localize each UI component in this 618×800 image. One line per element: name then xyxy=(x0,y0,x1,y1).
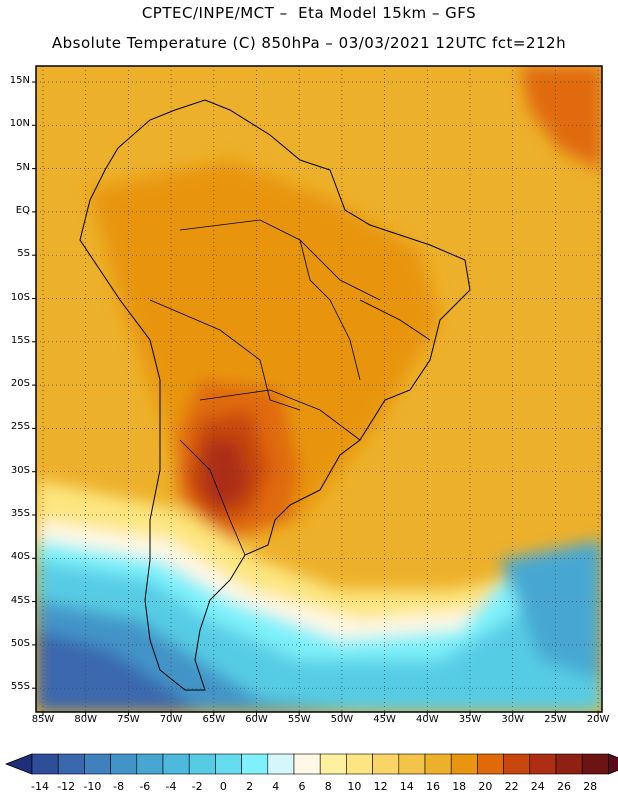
colorbar-swatch xyxy=(57,753,85,775)
lat-label: 55S xyxy=(10,681,30,693)
field-atlantic-warm xyxy=(520,66,602,170)
lon-label: 20W xyxy=(586,714,610,725)
lon-label: 30W xyxy=(501,714,524,725)
colorbar-swatch xyxy=(555,753,583,775)
colorbar-label: 20 xyxy=(478,780,493,793)
colorbar-label: -8 xyxy=(113,780,125,793)
colorbar-swatch xyxy=(267,753,295,775)
colorbar-label: -12 xyxy=(57,780,76,793)
field-24-26 xyxy=(200,440,250,510)
colorbar-label: 16 xyxy=(426,780,440,793)
colorbar-swatch xyxy=(372,753,400,775)
lon-label: 40W xyxy=(415,714,439,725)
lat-label: 20S xyxy=(10,378,30,390)
colorbar-over-arrow xyxy=(608,753,618,775)
lon-label: 85W xyxy=(31,714,55,725)
state-border xyxy=(359,299,431,341)
lon-label: 80W xyxy=(74,714,97,725)
lat-label: 30S xyxy=(10,464,30,476)
temperature-field xyxy=(36,66,602,712)
colorbar-label: -6 xyxy=(139,780,151,793)
lon-label: 60W xyxy=(245,714,268,725)
colorbar-label: 18 xyxy=(452,780,467,793)
lat-label: 25S xyxy=(10,421,30,433)
colorbar-label: 2 xyxy=(246,780,254,793)
colorbar-label: 4 xyxy=(272,780,280,793)
colorbar-swatch xyxy=(450,753,478,775)
colorbar-swatch xyxy=(110,753,138,775)
colorbar-swatch xyxy=(31,753,59,775)
colorbar-swatch xyxy=(241,753,269,775)
field-neg10-neg8 xyxy=(36,630,200,712)
colorbar-swatch xyxy=(162,753,190,775)
colorbar-swatch xyxy=(529,753,557,775)
lat-label: 5S xyxy=(17,248,30,260)
lon-label: 70W xyxy=(159,714,183,725)
state-border xyxy=(299,239,361,381)
temperature-map xyxy=(32,65,603,716)
lat-label: EQ xyxy=(15,204,30,216)
colorbar-swatch xyxy=(581,753,609,775)
lat-label: 5N xyxy=(16,161,30,173)
colorbar-label: 6 xyxy=(298,780,306,793)
country-border xyxy=(179,439,246,556)
lat-label: 45S xyxy=(10,594,30,606)
colorbar-under-arrow xyxy=(4,753,33,775)
colorbar-label: 0 xyxy=(219,780,227,793)
colorbar-swatch xyxy=(398,753,426,775)
colorbar-label: 8 xyxy=(324,780,332,793)
colorbar-label: 28 xyxy=(583,780,598,793)
chart-title-line-1: CPTEC/INPE/MCT – Eta Model 15km – GFS xyxy=(141,4,477,22)
lat-label: 15N xyxy=(9,75,30,86)
axis-ticks xyxy=(32,81,599,716)
colorbar-label: 14 xyxy=(399,780,414,793)
country-border xyxy=(199,389,361,441)
lon-label: 75W xyxy=(117,714,140,725)
lat-label: 10S xyxy=(10,291,30,303)
colorbar-swatch xyxy=(293,753,321,775)
lon-label: 55W xyxy=(287,714,311,725)
colorbar-label: 26 xyxy=(557,780,571,793)
colorbar-label: -4 xyxy=(165,780,177,793)
colorbar-label: -14 xyxy=(31,780,49,793)
colorbar-label: -10 xyxy=(83,780,102,793)
lat-label: 10N xyxy=(9,118,30,130)
colorbar-label: 24 xyxy=(530,780,545,793)
colorbar-swatch xyxy=(346,753,373,775)
lon-label: 65W xyxy=(202,714,226,725)
colorbar-swatch xyxy=(424,753,452,775)
colorbar-label: 10 xyxy=(347,780,362,793)
country-border xyxy=(149,299,301,411)
lat-label: 40S xyxy=(10,551,30,563)
map-frame xyxy=(35,65,603,713)
lat-label: 50S xyxy=(10,637,30,649)
chart-title-line-2: Absolute Temperature (C) 850hPa – 03/03/… xyxy=(51,34,567,52)
lat-label: 15S xyxy=(10,334,30,346)
colorbar-label: 12 xyxy=(373,780,388,793)
lat-label: 35S xyxy=(10,508,30,519)
lon-label: 35W xyxy=(458,714,482,725)
colorbar-swatch xyxy=(84,753,111,775)
south-america-coastline xyxy=(79,99,471,691)
lon-label: 25W xyxy=(544,714,567,725)
colorbar xyxy=(4,753,618,775)
colorbar-label: 22 xyxy=(504,780,519,793)
colorbar-swatch xyxy=(215,753,242,775)
lon-label: 45W xyxy=(373,714,396,725)
colorbar-swatch xyxy=(136,753,164,775)
colorbar-swatch xyxy=(477,753,504,775)
lon-label: 50W xyxy=(330,714,354,725)
colorbar-swatch xyxy=(319,753,347,775)
colorbar-swatch xyxy=(503,753,531,775)
colorbar-swatch xyxy=(188,753,216,775)
colorbar-label: -2 xyxy=(191,780,203,793)
